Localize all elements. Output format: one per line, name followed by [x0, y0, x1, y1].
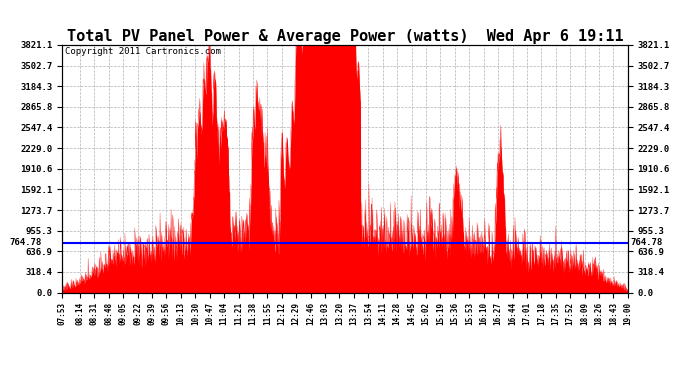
Text: Copyright 2011 Cartronics.com: Copyright 2011 Cartronics.com	[65, 48, 221, 57]
Text: 764.78: 764.78	[631, 238, 663, 248]
Text: 764.78: 764.78	[10, 238, 41, 248]
Title: Total PV Panel Power & Average Power (watts)  Wed Apr 6 19:11: Total PV Panel Power & Average Power (wa…	[67, 29, 623, 44]
